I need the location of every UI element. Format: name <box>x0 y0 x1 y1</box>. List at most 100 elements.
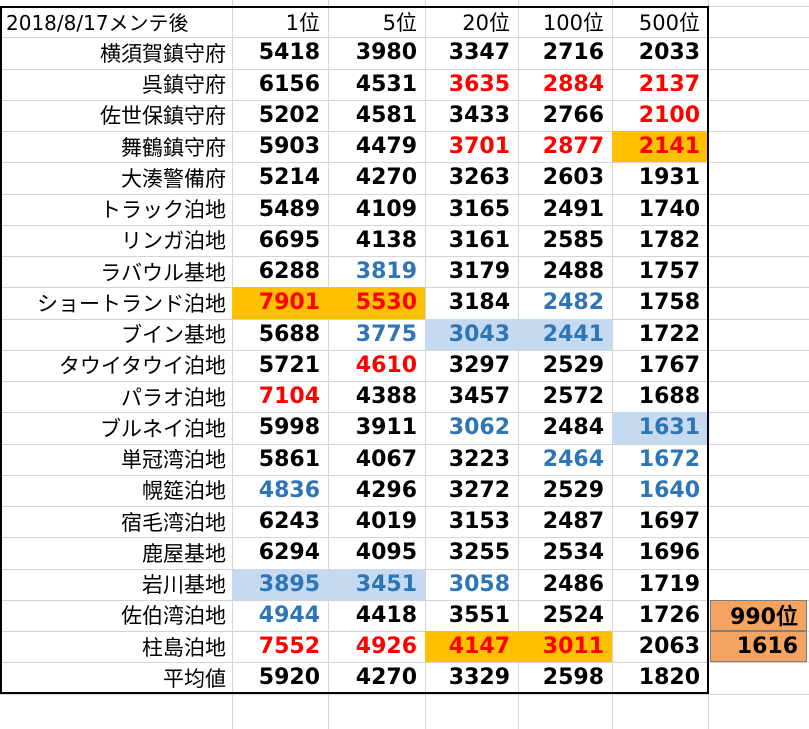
value-cell[interactable]: 4147 <box>425 631 518 663</box>
value-cell[interactable]: 1640 <box>638 477 700 503</box>
value-cell[interactable]: 3347 <box>448 40 510 66</box>
value-cell[interactable]: 5202 <box>258 102 320 128</box>
value-cell[interactable]: 2524 <box>542 602 604 628</box>
value-cell[interactable]: 6695 <box>258 227 320 253</box>
header-cell[interactable]: 2018/8/17メンテ後 <box>6 11 189 36</box>
base-name-cell[interactable]: ショートランド泊地 <box>37 291 226 316</box>
value-cell[interactable]: 2877 <box>542 134 604 160</box>
value-cell[interactable]: 4479 <box>355 134 417 160</box>
value-cell[interactable]: 2598 <box>542 665 604 691</box>
value-cell[interactable]: 1722 <box>638 321 700 347</box>
base-name-cell[interactable]: 岩川基地 <box>142 573 226 598</box>
value-cell[interactable]: 7901 <box>232 287 328 319</box>
value-cell[interactable]: 2033 <box>638 40 700 66</box>
value-cell[interactable]: 1697 <box>638 509 700 535</box>
value-cell[interactable]: 4418 <box>355 602 417 628</box>
base-name-cell[interactable]: 平均値 <box>163 666 226 691</box>
value-cell[interactable]: 3223 <box>448 446 510 472</box>
value-cell[interactable]: 2486 <box>542 571 604 597</box>
value-cell[interactable]: 4270 <box>355 165 417 191</box>
value-cell[interactable]: 3451 <box>328 568 425 600</box>
value-cell[interactable]: 5688 <box>258 321 320 347</box>
value-cell[interactable]: 1758 <box>638 290 700 316</box>
value-cell[interactable]: 7552 <box>258 634 320 660</box>
value-cell[interactable]: 1688 <box>638 384 700 410</box>
value-cell[interactable]: 5861 <box>258 446 320 472</box>
value-cell[interactable]: 4388 <box>355 384 417 410</box>
value-cell[interactable]: 5920 <box>258 665 320 691</box>
value-cell[interactable]: 1820 <box>638 665 700 691</box>
value-cell[interactable]: 3980 <box>355 40 417 66</box>
value-cell[interactable]: 2766 <box>542 102 604 128</box>
value-cell[interactable]: 5489 <box>258 196 320 222</box>
value-cell[interactable]: 5530 <box>328 287 425 319</box>
base-name-cell[interactable]: リンガ泊地 <box>121 229 226 254</box>
value-cell[interactable]: 3329 <box>448 665 510 691</box>
base-name-cell[interactable]: 幌筵泊地 <box>142 479 226 504</box>
value-cell[interactable]: 2603 <box>542 165 604 191</box>
value-cell[interactable]: 3179 <box>448 259 510 285</box>
value-cell[interactable]: 2534 <box>542 540 604 566</box>
side-rank-value-cell[interactable]: 1616 <box>710 631 807 663</box>
value-cell[interactable]: 3255 <box>448 540 510 566</box>
value-cell[interactable]: 3457 <box>448 384 510 410</box>
value-cell[interactable]: 4109 <box>355 196 417 222</box>
value-cell[interactable]: 4296 <box>355 477 417 503</box>
value-cell[interactable]: 3161 <box>448 227 510 253</box>
value-cell[interactable]: 4095 <box>355 540 417 566</box>
value-cell[interactable]: 4531 <box>355 71 417 97</box>
value-cell[interactable]: 3433 <box>448 102 510 128</box>
value-cell[interactable]: 6243 <box>258 509 320 535</box>
value-cell[interactable]: 1740 <box>638 196 700 222</box>
value-cell[interactable]: 4610 <box>355 352 417 378</box>
value-cell[interactable]: 4270 <box>355 665 417 691</box>
header-cell[interactable]: 1位 <box>285 10 320 35</box>
value-cell[interactable]: 3165 <box>448 196 510 222</box>
value-cell[interactable]: 2487 <box>542 509 604 535</box>
base-name-cell[interactable]: 佐伯湾泊地 <box>121 604 226 629</box>
header-cell[interactable]: 100位 <box>542 10 604 35</box>
base-name-cell[interactable]: ラバウル基地 <box>100 260 226 285</box>
base-name-cell[interactable]: 宿毛湾泊地 <box>121 510 226 535</box>
value-cell[interactable]: 4836 <box>258 477 320 503</box>
value-cell[interactable]: 4926 <box>355 634 417 660</box>
value-cell[interactable]: 4581 <box>355 102 417 128</box>
value-cell[interactable]: 3775 <box>355 321 417 347</box>
value-cell[interactable]: 7104 <box>258 384 320 410</box>
value-cell[interactable]: 5214 <box>258 165 320 191</box>
value-cell[interactable]: 3272 <box>448 477 510 503</box>
value-cell[interactable]: 5903 <box>258 134 320 160</box>
value-cell[interactable]: 1696 <box>638 540 700 566</box>
value-cell[interactable]: 2141 <box>612 131 708 163</box>
side-rank-label-cell[interactable]: 990位 <box>710 599 807 631</box>
value-cell[interactable]: 3062 <box>448 415 510 441</box>
value-cell[interactable]: 4944 <box>258 602 320 628</box>
header-cell[interactable]: 5位 <box>382 10 417 35</box>
base-name-cell[interactable]: 舞鶴鎮守府 <box>121 135 226 160</box>
value-cell[interactable]: 1782 <box>638 227 700 253</box>
base-name-cell[interactable]: ブイン基地 <box>121 323 226 348</box>
header-cell[interactable]: 20位 <box>462 10 510 35</box>
value-cell[interactable]: 2063 <box>638 634 700 660</box>
value-cell[interactable]: 1931 <box>638 165 700 191</box>
value-cell[interactable]: 3911 <box>355 415 417 441</box>
value-cell[interactable]: 2464 <box>542 446 604 472</box>
value-cell[interactable]: 1631 <box>612 412 708 444</box>
value-cell[interactable]: 3184 <box>448 290 510 316</box>
value-cell[interactable]: 3551 <box>448 602 510 628</box>
value-cell[interactable]: 3701 <box>448 134 510 160</box>
base-name-cell[interactable]: 横須賀鎮守府 <box>100 41 226 66</box>
base-name-cell[interactable]: 単冠湾泊地 <box>121 448 226 473</box>
value-cell[interactable]: 2572 <box>542 384 604 410</box>
value-cell[interactable]: 2884 <box>542 71 604 97</box>
value-cell[interactable]: 6294 <box>258 540 320 566</box>
value-cell[interactable]: 2491 <box>542 196 604 222</box>
value-cell[interactable]: 3058 <box>448 571 510 597</box>
value-cell[interactable]: 3043 <box>425 318 518 350</box>
value-cell[interactable]: 2100 <box>638 102 700 128</box>
value-cell[interactable]: 1719 <box>638 571 700 597</box>
value-cell[interactable]: 1672 <box>638 446 700 472</box>
value-cell[interactable]: 3153 <box>448 509 510 535</box>
value-cell[interactable]: 2716 <box>542 40 604 66</box>
value-cell[interactable]: 1757 <box>638 259 700 285</box>
